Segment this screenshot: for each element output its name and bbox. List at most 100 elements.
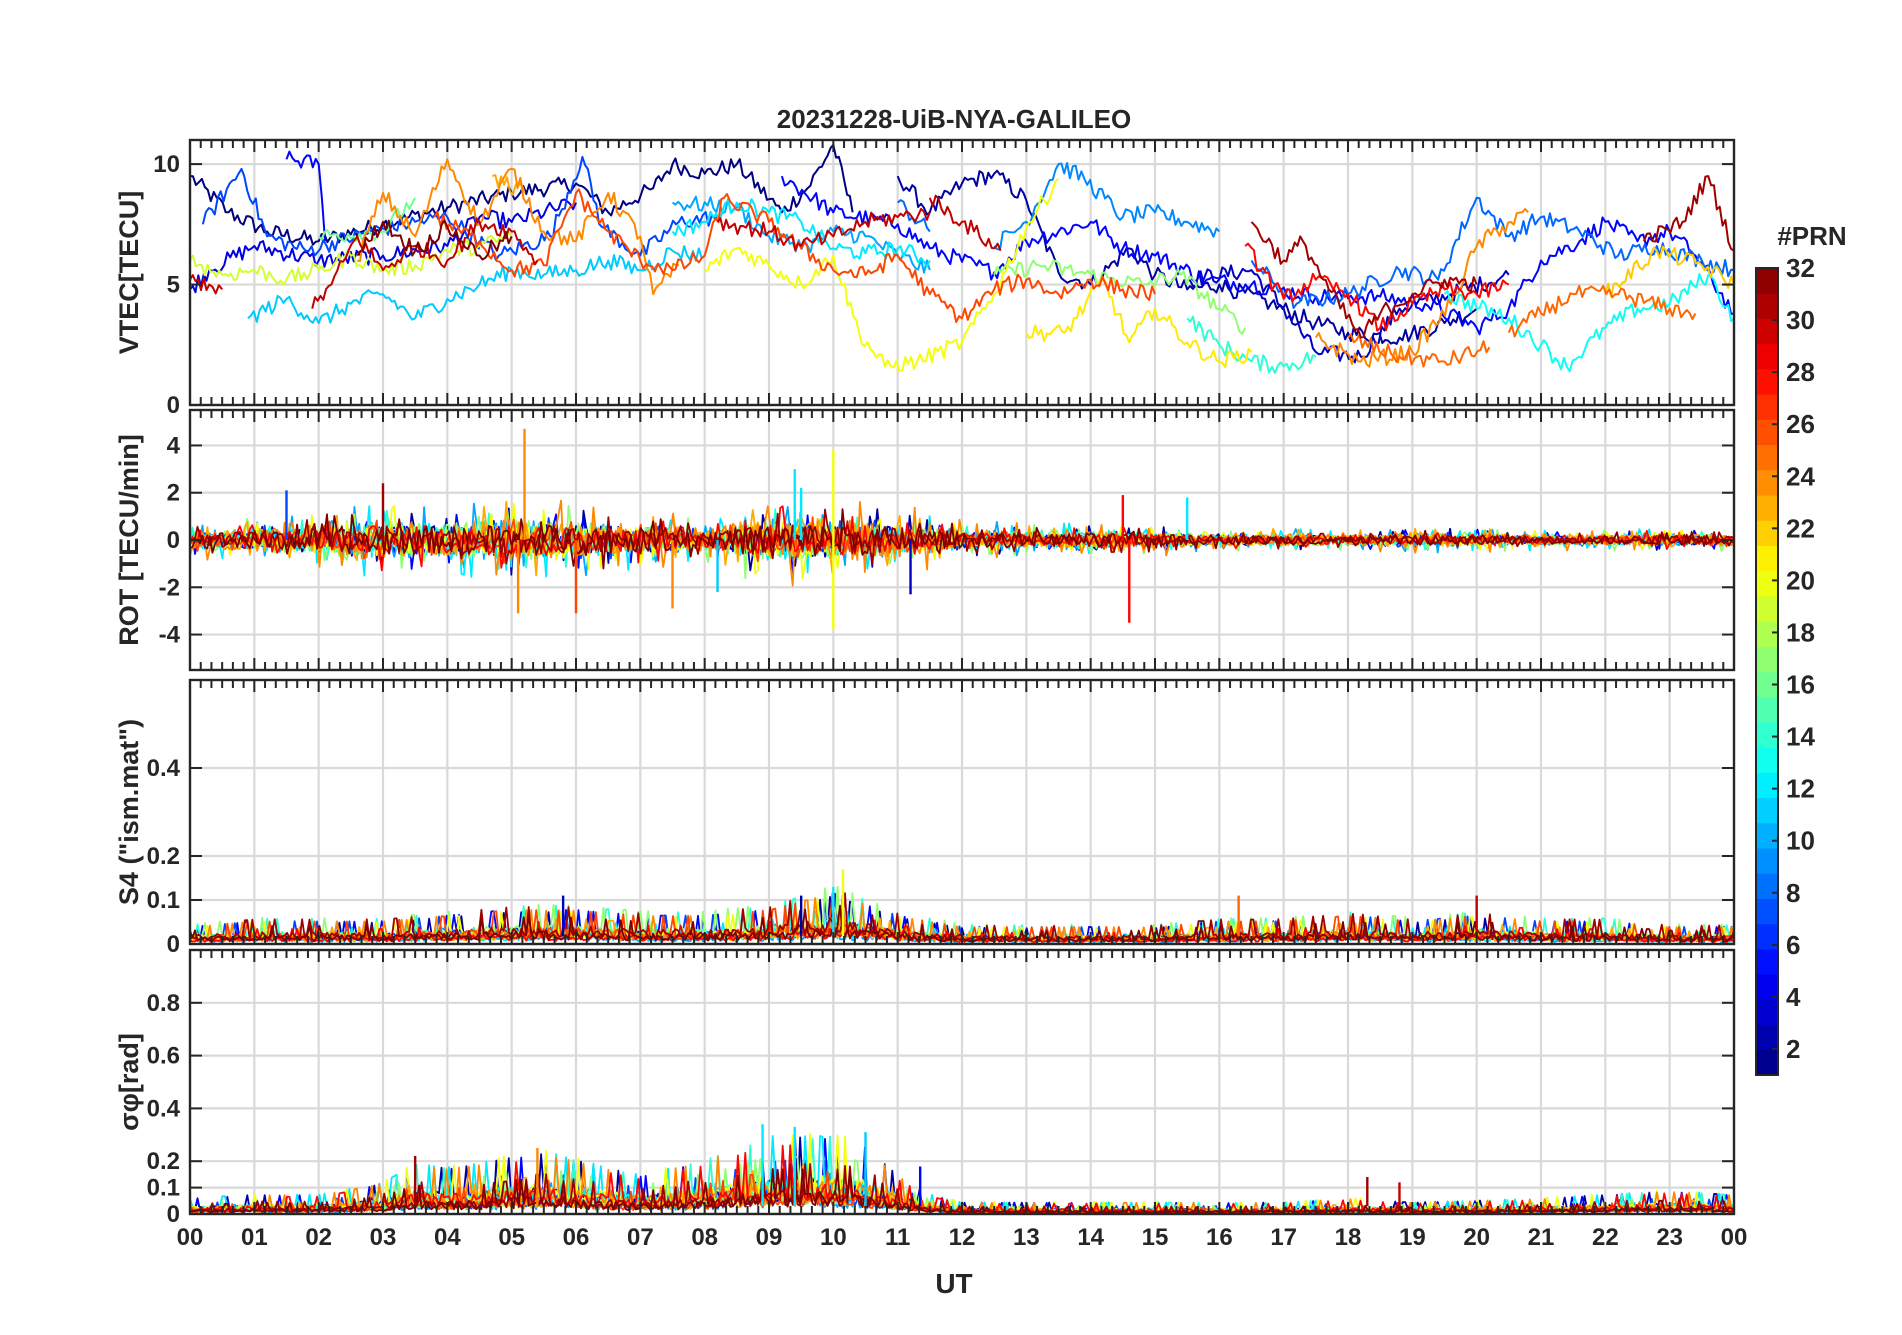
colorbar-band	[1756, 873, 1778, 899]
colorbar-tick-label: 26	[1786, 409, 1815, 439]
series-line-prn-17	[993, 259, 1246, 335]
colorbar-band	[1756, 948, 1778, 975]
x-tick-label: 02	[305, 1224, 332, 1251]
colorbar-tick-label: 2	[1786, 1034, 1800, 1064]
series-line-prn-13	[1443, 273, 1734, 373]
x-tick-label: 19	[1399, 1224, 1426, 1251]
colorbar-tick-label: 30	[1786, 305, 1815, 335]
panel-rot-x-ticks	[189, 410, 1735, 670]
colorbar-tick-label: 6	[1786, 930, 1800, 960]
colorbar-band	[1756, 1024, 1778, 1051]
colorbar-band	[1756, 368, 1778, 395]
series-line-prn-8	[1250, 196, 1734, 309]
colorbar-band	[1756, 999, 1778, 1026]
panel-s4: 0 0.1 0.2 0.4S4 ("ism.mat")	[114, 678, 1736, 958]
x-tick-label: 00	[1721, 1224, 1748, 1251]
colorbar-band	[1756, 898, 1778, 925]
series-line-prn-5	[780, 175, 1734, 336]
colorbar-tick-label: 28	[1786, 357, 1815, 387]
y-tick-label: 0.2	[147, 843, 180, 870]
x-tick-label: 00	[177, 1224, 204, 1251]
colorbar-band	[1756, 444, 1778, 471]
colorbar-tick-label: 24	[1786, 461, 1815, 491]
series-line-prn-14	[1186, 315, 1317, 374]
series-line-prn-22	[1604, 245, 1734, 298]
series-line-prn-30	[928, 194, 1002, 252]
panel-sigma-y-axis: 00.10.2 0.4 0.6 0.8	[147, 990, 1734, 1228]
panel-sigma-y-label: σφ[rad]	[114, 1033, 144, 1131]
panel-sigma-x-ticks	[189, 950, 1735, 1214]
colorbar-band	[1756, 318, 1778, 345]
x-tick-label: 13	[1013, 1224, 1040, 1251]
y-tick-label: -4	[159, 622, 181, 649]
colorbar-band	[1756, 797, 1778, 824]
y-tick-label: 5	[167, 272, 180, 299]
series-line-prn-19	[190, 231, 513, 286]
y-tick-label: -2	[159, 574, 180, 601]
y-tick-label: 0	[167, 527, 180, 554]
x-tick-label: 07	[627, 1224, 654, 1251]
x-tick-label: 20	[1463, 1224, 1490, 1251]
y-tick-label: 10	[153, 151, 180, 178]
x-tick-label: 16	[1206, 1224, 1233, 1251]
colorbar-band	[1756, 570, 1778, 597]
y-tick-label: 0.1	[147, 1175, 180, 1202]
x-tick-label: 03	[370, 1224, 397, 1251]
x-tick-label: 11	[885, 1224, 910, 1251]
colorbar-title: #PRN	[1777, 221, 1846, 251]
colorbar-band	[1756, 923, 1778, 950]
colorbar-band	[1756, 974, 1778, 1000]
x-tick-label: 22	[1592, 1224, 1619, 1251]
panel-rot-y-label: ROT [TECU/min]	[114, 434, 144, 645]
colorbar-tick-label: 12	[1786, 774, 1815, 804]
colorbar-tick-label: 4	[1786, 982, 1801, 1012]
series-line-prn-11	[247, 245, 706, 325]
y-tick-label: 4	[167, 432, 181, 459]
colorbar-band	[1756, 671, 1778, 698]
y-tick-label: 0.4	[147, 1095, 181, 1122]
colorbar-band	[1756, 822, 1778, 849]
x-tick-label: 15	[1142, 1224, 1169, 1251]
series-line-prn-32	[356, 219, 513, 261]
panel-rot: -4 -2 0 2 4 ROT [TECU/min]	[114, 408, 1736, 672]
colorbar-band	[1756, 747, 1778, 773]
panel-sigma: 00.10.2 0.4 0.6 0.8σφ[rad]	[114, 948, 1736, 1228]
colorbar-band	[1756, 494, 1778, 521]
y-tick-label: 0	[167, 1201, 180, 1228]
colorbar-band	[1756, 595, 1778, 622]
series-line-prn-12	[671, 198, 931, 268]
panel-s4-x-ticks	[189, 680, 1735, 944]
colorbar-tick-label: 10	[1786, 826, 1815, 856]
panel-s4-y-label: S4 ("ism.mat")	[114, 719, 144, 905]
colorbar-band	[1756, 419, 1778, 446]
series-line-prn-24	[1314, 208, 1529, 368]
chart-title: 20231228-UiB-NYA-GALILEO	[777, 104, 1132, 134]
colorbar-tick-label: 18	[1786, 617, 1815, 647]
panel-vtec-data	[190, 143, 1734, 374]
x-axis-label: UT	[935, 1268, 972, 1299]
colorbar-tick-label: 32	[1786, 253, 1815, 283]
colorbar-band	[1756, 545, 1778, 572]
series-line-prn-17	[190, 502, 1734, 579]
colorbar-band	[1756, 621, 1778, 647]
colorbar-band	[1756, 520, 1778, 546]
colorbar-tick-label: 22	[1786, 513, 1815, 543]
x-tick-label: 06	[563, 1224, 590, 1251]
colorbar-band	[1756, 394, 1778, 420]
y-tick-label: 0	[167, 931, 180, 958]
x-tick-label: 18	[1335, 1224, 1362, 1251]
panel-rot-y-axis: -4 -2 0 2 4	[159, 432, 1734, 649]
colorbar-band	[1756, 293, 1778, 319]
y-tick-label: 0.6	[147, 1043, 180, 1070]
colorbar-band	[1756, 721, 1778, 748]
colorbar-frame	[1755, 267, 1779, 1076]
panel-vtec-y-axis: 0 5 10	[153, 151, 1734, 419]
x-tick-label: 21	[1528, 1224, 1555, 1251]
x-tick-label: 01	[241, 1224, 268, 1251]
panel-s4-y-axis: 0 0.1 0.2 0.4	[147, 755, 1734, 958]
series-line-prn-4	[190, 198, 577, 294]
colorbar-band	[1756, 1049, 1778, 1076]
x-tick-label: 08	[691, 1224, 718, 1251]
